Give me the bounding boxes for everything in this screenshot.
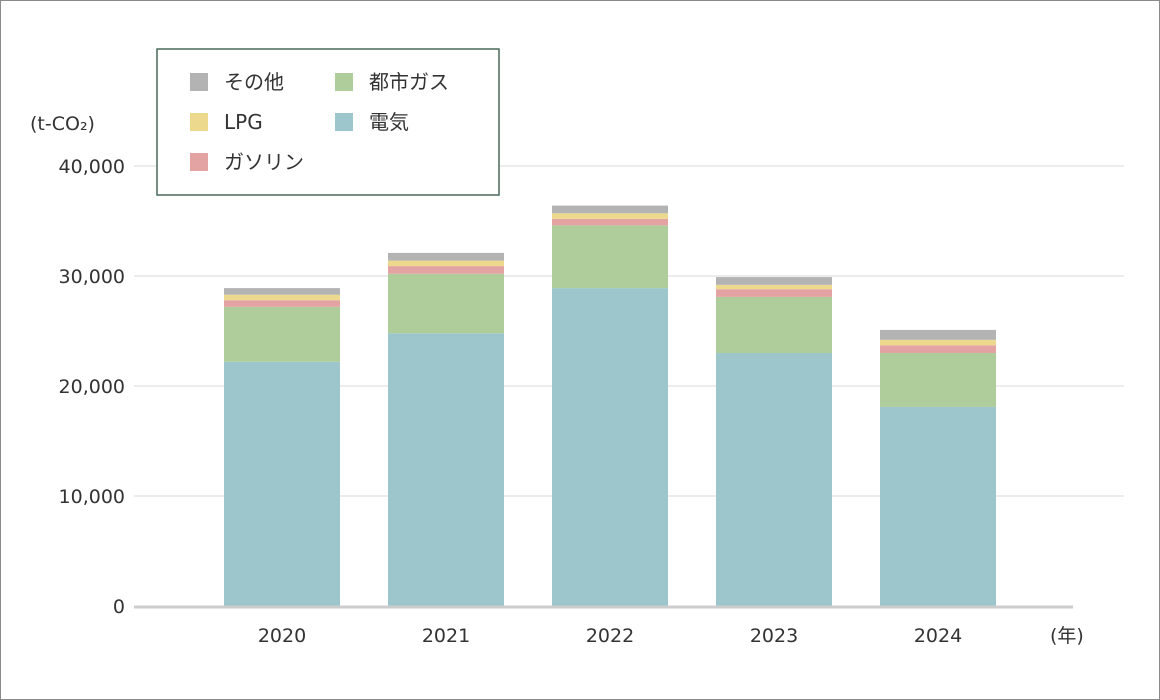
bar-segment bbox=[224, 300, 340, 307]
legend-item: その他 bbox=[190, 70, 284, 94]
y-tick-label: 10,000 bbox=[59, 486, 125, 508]
x-axis-unit-label: (年) bbox=[1050, 625, 1084, 647]
bar-segment bbox=[224, 288, 340, 295]
legend-swatch bbox=[190, 113, 208, 131]
x-tick-label: 2024 bbox=[914, 625, 962, 647]
x-tick-label: 2023 bbox=[750, 625, 798, 647]
y-tick-label: 20,000 bbox=[59, 376, 125, 398]
y-tick-label: 30,000 bbox=[59, 266, 125, 288]
bar-segment bbox=[716, 296, 832, 353]
bar-segment bbox=[224, 294, 340, 301]
y-tick-label: 40,000 bbox=[59, 156, 125, 178]
bar-stack-2023 bbox=[716, 277, 832, 606]
legend-swatch bbox=[335, 113, 353, 131]
bar-segment bbox=[388, 333, 504, 606]
bar-segment bbox=[716, 284, 832, 290]
bar-segment bbox=[552, 213, 668, 219]
bar-stack-2024 bbox=[880, 329, 996, 606]
legend-label: 都市ガス bbox=[369, 70, 449, 94]
axes: 0 10,000 20,000 30,000 40,000 2020 2021 2022 202… bbox=[59, 156, 1073, 647]
bar-stacks bbox=[224, 205, 996, 606]
bar-segment bbox=[716, 277, 832, 285]
bar-segment bbox=[716, 289, 832, 297]
bar-segment bbox=[388, 273, 504, 334]
legend-label: その他 bbox=[224, 70, 284, 94]
y-tick-label: 0 bbox=[113, 596, 125, 618]
x-tick-label: 2021 bbox=[422, 625, 470, 647]
bar-segment bbox=[880, 406, 996, 606]
legend-item: 都市ガス bbox=[335, 70, 449, 94]
legend-box bbox=[156, 48, 500, 196]
bar-segment bbox=[552, 225, 668, 289]
legend-label: 電気 bbox=[369, 110, 409, 134]
bar-stack-2020 bbox=[224, 288, 340, 606]
legend-label: ガソリン bbox=[224, 150, 304, 174]
bar-segment bbox=[224, 306, 340, 362]
bar-segment bbox=[880, 353, 996, 407]
bar-segment bbox=[552, 288, 668, 606]
legend-swatch bbox=[335, 73, 353, 91]
y-axis-unit-label: (t-CO₂) bbox=[30, 113, 95, 135]
bar-segment bbox=[388, 260, 504, 267]
bar-segment bbox=[388, 252, 504, 261]
bar-segment bbox=[224, 361, 340, 606]
legend-swatch bbox=[190, 73, 208, 91]
legend-swatch bbox=[190, 153, 208, 171]
bar-stack-2021 bbox=[388, 252, 504, 606]
bar-segment bbox=[716, 353, 832, 606]
legend-item: 電気 bbox=[335, 110, 409, 134]
bar-segment bbox=[880, 339, 996, 346]
bar-segment bbox=[880, 329, 996, 340]
x-tick-label: 2020 bbox=[258, 625, 306, 647]
legend-label: LPG bbox=[224, 110, 263, 134]
bar-segment bbox=[388, 266, 504, 274]
bar-segment bbox=[552, 218, 668, 226]
bar-stack-2022 bbox=[552, 205, 668, 606]
x-tick-label: 2022 bbox=[586, 625, 634, 647]
bar-segment bbox=[552, 205, 668, 214]
legend-item: LPG bbox=[190, 110, 263, 134]
legend-item: ガソリン bbox=[190, 150, 304, 174]
bar-segment bbox=[880, 345, 996, 353]
